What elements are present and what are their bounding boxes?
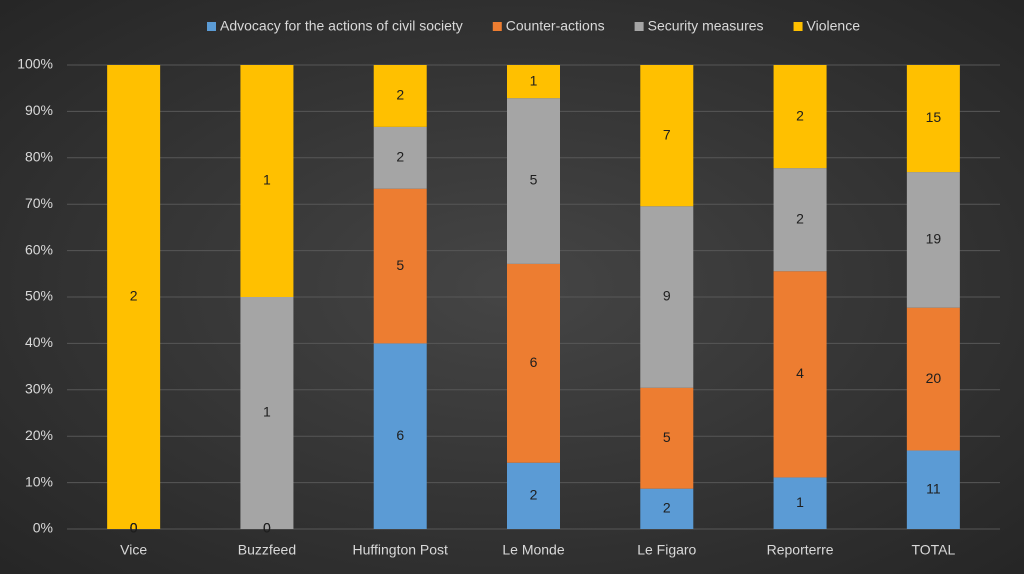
data-label: 1 [530,72,538,88]
data-label: 7 [663,126,671,142]
bar-segment [373,126,427,189]
x-tick-label: Le Figaro [637,542,696,558]
y-tick-label: 30% [25,381,53,397]
data-label: 6 [530,354,538,370]
data-label: 1 [263,172,271,188]
data-label: 2 [530,487,538,503]
data-label: 15 [926,109,942,125]
bar-segment [373,343,427,529]
y-tick-label: 0% [33,520,53,536]
y-tick-label: 70% [25,195,53,211]
bar-segment [240,65,294,297]
y-tick-label: 50% [25,288,53,304]
bar-segment [906,172,960,308]
data-label: 11 [926,480,941,496]
data-label: 4 [796,365,804,381]
bar-segment [640,387,694,489]
y-tick-label: 100% [17,56,53,72]
data-label: 5 [530,172,538,188]
y-tick-label: 10% [25,473,53,489]
legend-swatch [492,22,502,31]
legend-swatch [634,22,644,31]
data-label: 1 [796,494,804,510]
bar-segment [507,462,560,529]
bar-segment [906,450,960,529]
bar-segment [373,188,427,344]
data-label: 0 [130,520,138,536]
data-label: 5 [663,429,671,445]
bar-segment [773,271,827,478]
bar-segment [773,65,827,169]
y-tick-label: 60% [25,241,53,257]
bar-segment [240,297,294,529]
bar-segment [773,168,827,272]
legend-label: Counter-actions [506,18,605,34]
data-label: 2 [396,149,404,165]
x-tick-label: Huffington Post [352,542,448,558]
bar-segment [373,65,427,127]
bar-segment [507,98,560,264]
y-tick-label: 80% [25,149,53,165]
data-label: 2 [796,210,804,226]
data-label: 1 [263,404,271,420]
data-label: 9 [663,288,671,304]
x-tick-label: TOTAL [911,542,955,558]
bar-segment [107,65,161,529]
x-tick-label: Reporterre [767,542,834,558]
data-label: 19 [926,231,942,247]
bar-segment [640,488,694,529]
legend-swatch [793,22,803,31]
y-tick-label: 90% [25,102,53,118]
y-tick-label: 40% [25,334,53,350]
data-label: 2 [663,500,671,516]
bar-segment [906,65,960,173]
y-tick-label: 20% [25,427,53,443]
x-tick-label: Le Monde [502,542,564,558]
data-label: 5 [396,257,404,273]
data-label: 6 [396,427,404,443]
legend-label: Violence [807,18,861,34]
bar-segment [507,65,560,99]
bar-segment [507,263,560,463]
x-tick-label: Vice [120,542,147,558]
legend-label: Security measures [648,18,764,34]
data-label: 0 [263,520,271,536]
bar-segment [906,307,960,451]
bar-segment [640,206,694,388]
bar-segment [640,65,694,207]
data-label: 0 [130,520,138,536]
data-label: 2 [130,288,138,304]
data-label: 0 [130,520,138,536]
legend-label: Advocacy for the actions of civil societ… [220,18,463,34]
data-label: 2 [796,107,804,123]
data-label: 20 [926,370,942,386]
data-label: 2 [396,87,404,103]
legend-swatch [207,22,216,31]
bar-segment [773,477,827,529]
x-tick-label: Buzzfeed [238,542,296,558]
data-label: 0 [263,520,271,536]
